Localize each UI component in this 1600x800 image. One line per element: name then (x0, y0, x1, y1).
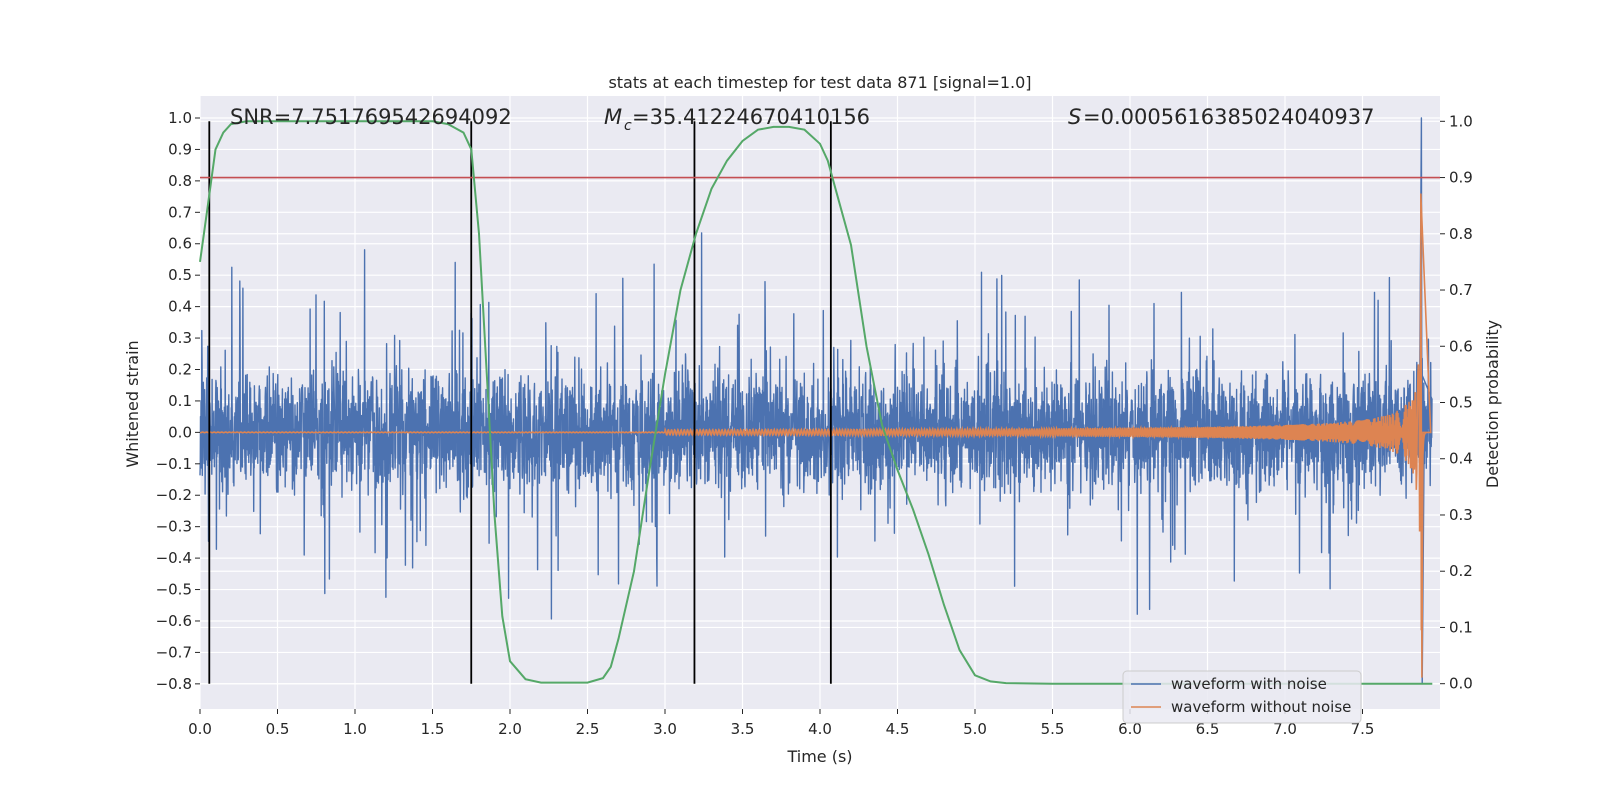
y2-tick-label: 0.9 (1449, 169, 1473, 187)
y-tick-label: 1.0 (168, 109, 192, 127)
x-tick-label: 7.5 (1351, 720, 1375, 738)
y-tick-label: 0.0 (168, 423, 192, 441)
y-tick-label: 0.9 (168, 140, 192, 158)
mc-symbol: M (604, 105, 622, 129)
y2-tick-label: 0.4 (1449, 450, 1473, 468)
x-tick-label: 3.0 (653, 720, 677, 738)
y-tick-label: 0.3 (168, 329, 192, 347)
y2-axis-label: Detection probability (1483, 320, 1502, 488)
y-tick-label: 0.4 (168, 298, 192, 316)
y-tick-label: −0.7 (156, 643, 192, 661)
x-tick-label: 5.0 (963, 720, 987, 738)
x-tick-label: 0.0 (188, 720, 212, 738)
y-tick-label: −0.5 (156, 581, 192, 599)
y-tick-label: 0.6 (168, 235, 192, 253)
y-tick-label: −0.6 (156, 612, 192, 630)
chart-title: stats at each timestep for test data 871… (608, 73, 1031, 92)
y2-tick-label: 0.0 (1449, 675, 1473, 693)
x-tick-label: 4.5 (886, 720, 910, 738)
x-tick-label: 3.5 (731, 720, 755, 738)
series-line-probability (199, 120, 1433, 685)
waveform-with-noise (199, 117, 1433, 685)
x-tick-label: 2.5 (576, 720, 600, 738)
y2-tick-label: 0.7 (1449, 281, 1473, 299)
series-line-clean (199, 193, 1432, 678)
mc-annotation: M c =35.41224670410156 (604, 105, 870, 134)
mc-value: =35.41224670410156 (632, 105, 870, 129)
x-tick-label: 7.0 (1273, 720, 1297, 738)
x-tick-label: 0.5 (266, 720, 290, 738)
y2-tick-label: 0.3 (1449, 506, 1473, 524)
y-tick-label: 0.7 (168, 203, 192, 221)
x-axis-label: Time (s) (786, 747, 852, 766)
y-axis-label: Whitened strain (123, 340, 142, 467)
vertical-markers (208, 121, 832, 684)
y-tick-label: −0.3 (156, 518, 192, 536)
waveform-without-noise (199, 193, 1432, 678)
x-tick-label: 5.5 (1041, 720, 1065, 738)
y2-tick-label: 0.1 (1449, 618, 1473, 636)
y-tick-label: 0.2 (168, 360, 192, 378)
series-line-noise (199, 117, 1433, 685)
legend: waveform with noise waveform without noi… (1122, 670, 1362, 724)
y2-tick-label: 0.6 (1449, 337, 1473, 355)
y-tick-label: −0.8 (156, 675, 192, 693)
y-tick-label: −0.1 (156, 455, 192, 473)
x-tick-label: 6.0 (1118, 720, 1142, 738)
legend-label-clean: waveform without noise (1171, 698, 1351, 716)
y2-tick-label: 0.5 (1449, 394, 1473, 412)
x-tick-label: 1.5 (421, 720, 445, 738)
s-annotation: S =0.0005616385024040937 (1068, 105, 1375, 129)
s-value: =0.0005616385024040937 (1083, 105, 1375, 129)
y-tick-label: 0.1 (168, 392, 192, 410)
x-tick-label: 6.5 (1196, 720, 1220, 738)
y2-tick-label: 0.8 (1449, 225, 1473, 243)
y2-tick-label: 1.0 (1449, 112, 1473, 130)
s-symbol: S (1068, 105, 1081, 129)
y-tick-label: −0.4 (156, 549, 192, 567)
snr-annotation: SNR=7.751769542694092 (230, 105, 512, 129)
x-tick-label: 2.0 (498, 720, 522, 738)
axes: 0.0 0.5 1.0 1.5 2.0 2.5 3.0 3.5 4.0 4.5 5.0 5.5 6.0 6… (156, 109, 1473, 738)
y-tick-label: −0.2 (156, 486, 192, 504)
legend-box (1122, 670, 1362, 724)
mc-subscript: c (624, 118, 632, 134)
y2-tick-label: 0.2 (1449, 562, 1473, 580)
legend-label-noise: waveform with noise (1171, 675, 1327, 693)
x-tick-label: 1.0 (343, 720, 367, 738)
x-tick-label: 4.0 (808, 720, 832, 738)
y-tick-label: 0.8 (168, 172, 192, 190)
detection-probability-series (199, 120, 1433, 685)
y-tick-label: 0.5 (168, 266, 192, 284)
